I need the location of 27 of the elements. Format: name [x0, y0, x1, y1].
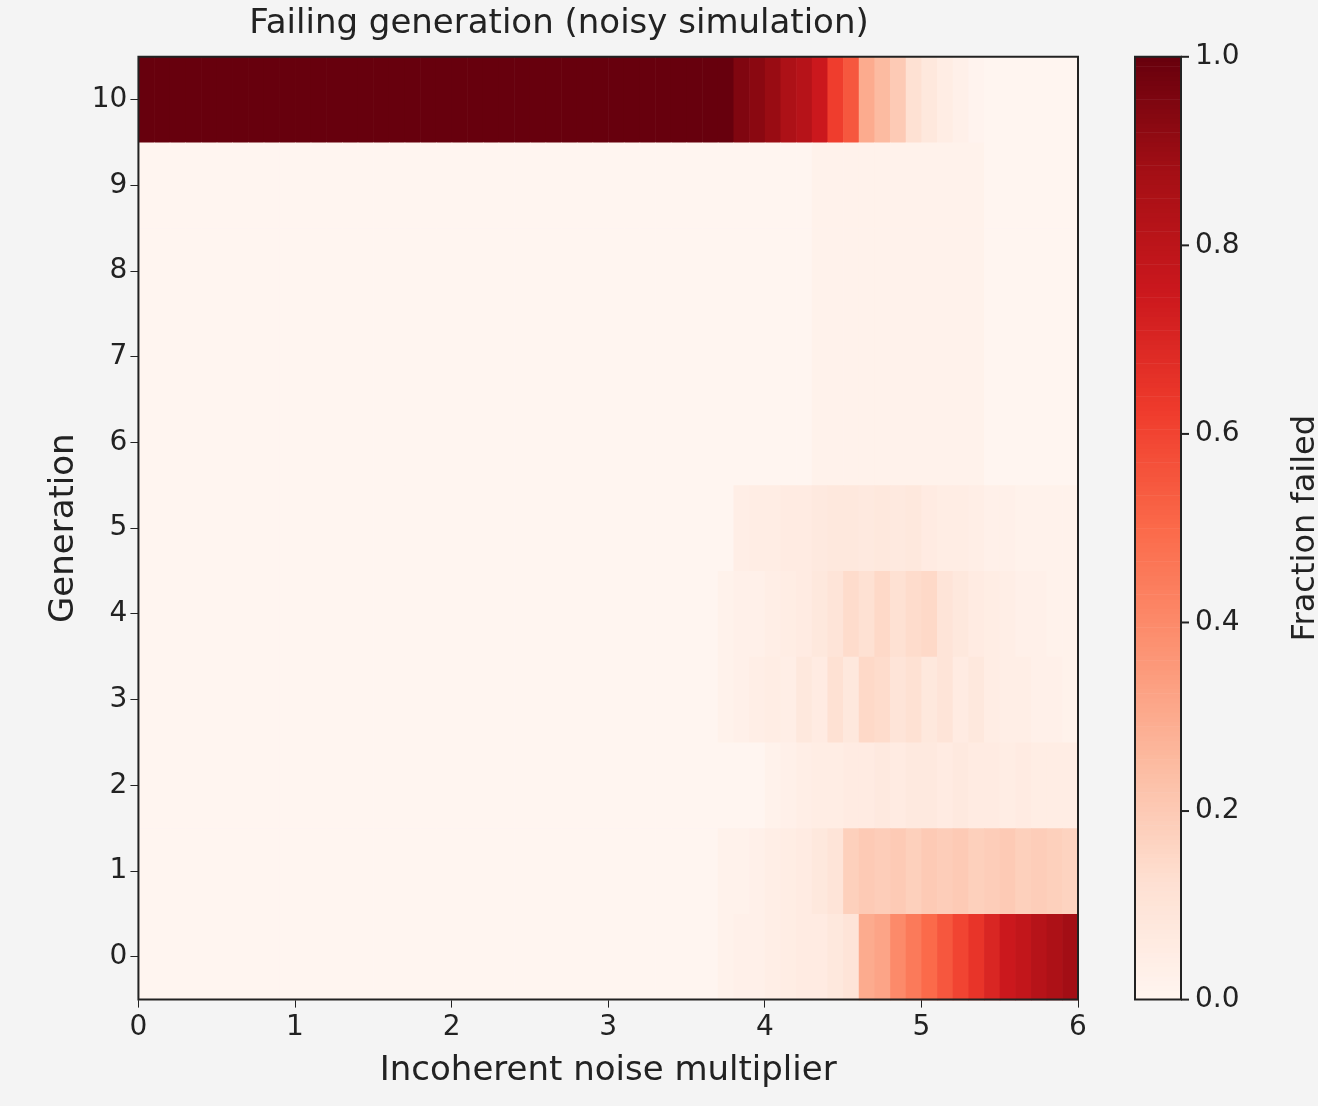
y-tick-label: 1 — [109, 852, 128, 886]
color-bar-label: 0.2 — [1195, 792, 1240, 826]
x-axis-title: Incoherent noise multiplier — [379, 1048, 837, 1089]
color-bar-label: 0.8 — [1195, 226, 1240, 260]
y-axis-title: Generation — [41, 433, 82, 624]
x-tick-label: 1 — [286, 1008, 304, 1042]
color-bar-label: 0.6 — [1195, 415, 1240, 449]
y-tick-label: 5 — [109, 509, 128, 543]
y-tick-label: 2 — [109, 766, 128, 800]
y-tick-label: 10 — [91, 80, 128, 114]
color-bar-label: 1.0 — [1195, 38, 1240, 72]
color-bar-title: Fraction failed — [1284, 414, 1318, 642]
y-tick-label: 4 — [109, 595, 128, 629]
y-tick-label: 6 — [109, 423, 128, 457]
y-tick-label: 8 — [109, 252, 128, 286]
y-tick-label: 7 — [109, 338, 128, 372]
x-tick-label: 2 — [442, 1008, 461, 1042]
x-tick-label: 5 — [912, 1008, 931, 1042]
y-tick-label: 9 — [109, 166, 128, 200]
color-bar-label: 0.0 — [1195, 980, 1240, 1014]
chart-title: Failing generation (noisy simulation) — [249, 1, 869, 42]
y-tick-label: 0 — [109, 938, 128, 972]
x-tick-label: 3 — [599, 1008, 618, 1042]
y-tick-label: 3 — [109, 680, 128, 714]
x-tick-label: 4 — [755, 1008, 774, 1042]
color-bar-label: 0.4 — [1195, 603, 1240, 637]
x-tick-label: 6 — [1069, 1008, 1087, 1042]
